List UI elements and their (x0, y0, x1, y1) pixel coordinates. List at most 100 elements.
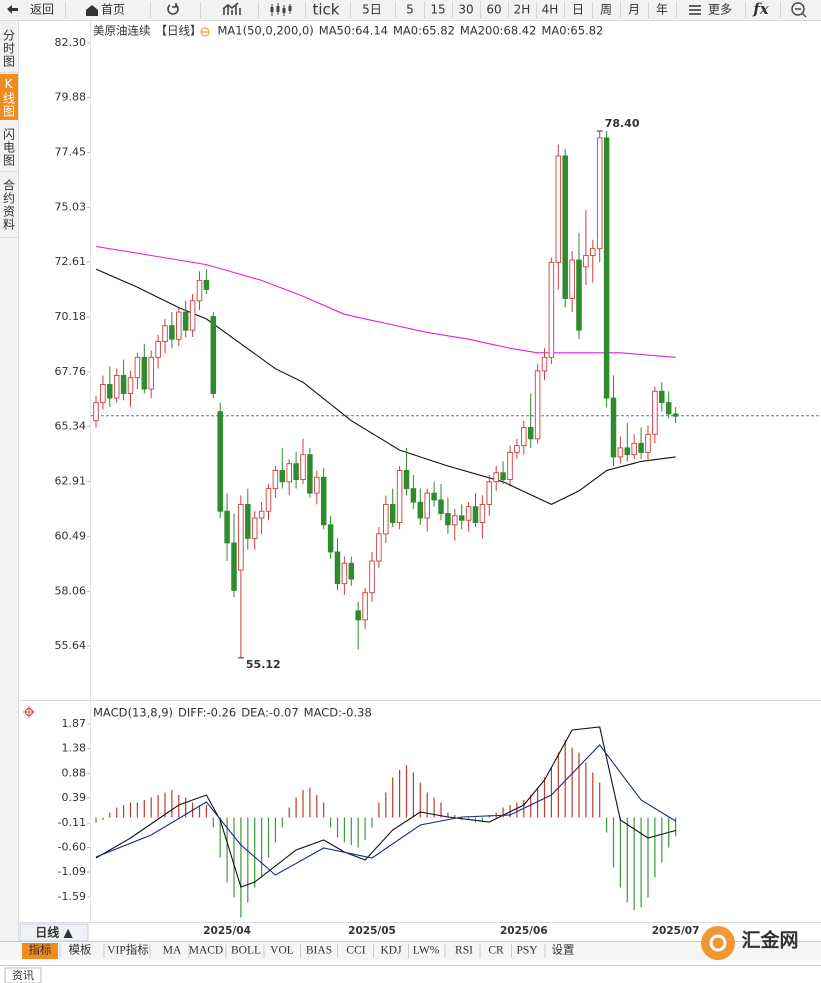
y-tick-label: 55.64 (55, 639, 87, 652)
y-tick-label: 82.30 (55, 36, 87, 49)
toolbar-button[interactable]: tick (313, 1, 340, 19)
legend-entry: DIFF:-0.26 (178, 706, 236, 720)
settings-icon[interactable] (200, 27, 210, 37)
indicator-tab[interactable]: 模板 (69, 943, 92, 957)
sidebar-tab[interactable]: 闪电图 (0, 123, 18, 172)
candle-body (665, 402, 672, 415)
candle-body (583, 255, 589, 268)
indicator-tab[interactable]: CR (488, 945, 504, 957)
y-tick-label: 75.03 (55, 200, 87, 213)
home-icon[interactable] (86, 5, 98, 16)
sidebar-tab[interactable]: K线图 (0, 74, 18, 120)
candle-body (238, 503, 244, 571)
toolbar-button[interactable]: 更多 (708, 3, 732, 17)
candle-body (224, 510, 230, 544)
indicator-line (95, 245, 676, 358)
news-tab[interactable] (4, 967, 42, 983)
candle-body (403, 470, 410, 490)
y-tick-label: 60.49 (55, 529, 87, 542)
candle-body (645, 433, 651, 453)
chart-icon[interactable] (222, 2, 241, 15)
candle-body (189, 300, 196, 331)
back-icon[interactable] (7, 5, 18, 14)
candle-body (210, 316, 217, 395)
candle-body (314, 476, 320, 494)
y-tick-label: 0.88 (62, 767, 87, 780)
toolbar-button[interactable]: 30 (458, 3, 473, 17)
y-tick-label: 65.34 (55, 420, 87, 433)
candle-body (307, 454, 313, 494)
indicator-tab[interactable]: CCI (346, 945, 365, 957)
toolbar-button[interactable]: 年 (656, 3, 668, 17)
candle-body (465, 506, 472, 521)
toolbar-button[interactable]: 月 (628, 3, 640, 17)
indicator-tab[interactable]: LW% (413, 945, 440, 957)
candle-body (162, 325, 168, 342)
candle-body (120, 374, 127, 395)
candle-body (527, 427, 534, 440)
refresh-icon[interactable] (167, 3, 179, 15)
toolbar-button[interactable]: 日 (572, 3, 584, 17)
candle-body (521, 427, 527, 447)
macd-icon[interactable] (23, 706, 35, 718)
candle-body (293, 463, 299, 480)
indicator-tab[interactable]: BIAS (306, 945, 332, 957)
indicator-tab[interactable]: PSY (516, 945, 538, 957)
candle-icon[interactable] (282, 8, 286, 13)
candle-body (555, 155, 562, 263)
indicator-tab[interactable]: VOL (270, 945, 294, 957)
candle-body (431, 492, 437, 501)
more-icon[interactable] (689, 5, 701, 15)
indicator-tab[interactable]: BOLL (231, 945, 261, 957)
y-tick-label: 1.87 (62, 717, 87, 730)
indicator-tab[interactable]: 指标 (29, 943, 52, 957)
candle-body (355, 610, 361, 621)
y-tick-label: -0.60 (58, 841, 86, 854)
toolbar-button[interactable]: 5 (406, 3, 414, 17)
candle-body (93, 402, 99, 422)
candle-body (100, 384, 106, 404)
candle-body (562, 155, 568, 299)
candle-body (134, 356, 141, 379)
candle-body (113, 374, 120, 399)
candle-body (631, 442, 637, 456)
indicator-tab[interactable]: MA (163, 945, 182, 957)
indicator-tab[interactable]: KDJ (380, 945, 402, 957)
period-selector[interactable]: 日线 ▲ (35, 925, 73, 940)
legend-entry: MA200:68.42 (460, 24, 537, 38)
sidebar-tab[interactable]: 合约资料 (0, 173, 18, 238)
toolbar-button[interactable]: 5日 (362, 3, 382, 17)
candle-body (362, 592, 368, 621)
indicator-tab[interactable]: 设置 (552, 944, 575, 957)
candle-body (141, 356, 148, 390)
toolbar-button[interactable]: 4H (542, 3, 559, 17)
legend-entry: MA0:65.82 (541, 24, 603, 38)
toolbar-button[interactable]: 2H (514, 3, 531, 17)
x-tick-label: 2025/06 (500, 925, 548, 937)
toolbar-button[interactable]: 15 (430, 3, 445, 17)
legend-entry: MA50:64.14 (319, 24, 388, 38)
toolbar-button[interactable]: 60 (486, 3, 501, 17)
indicator-tab[interactable]: VIP指标 (107, 943, 149, 957)
candle-body (279, 470, 286, 483)
candle-body (334, 551, 341, 585)
legend-entry: MA1(50,0,200,0) (218, 24, 314, 38)
candle-body (548, 261, 555, 358)
zoom-icon[interactable] (791, 2, 805, 16)
toolbar-button[interactable]: 返回 (30, 3, 54, 17)
candle-body (458, 515, 465, 521)
candle-body (472, 506, 479, 523)
candle-icon[interactable] (288, 6, 292, 11)
toolbar-button[interactable]: 周 (600, 3, 612, 17)
candle-body (231, 542, 237, 591)
indicator-tab[interactable]: RSI (455, 945, 473, 957)
candle-body (196, 279, 203, 302)
candle-icon[interactable] (270, 7, 274, 12)
indicator-tab[interactable]: MACD (189, 945, 224, 957)
candle-icon[interactable] (276, 6, 280, 12)
toolbar-button[interactable]: fx (752, 0, 769, 18)
news-tab-label[interactable]: 资讯 (12, 969, 34, 982)
zoom-icon[interactable] (795, 8, 807, 18)
toolbar-button[interactable]: 首页 (101, 3, 125, 17)
sidebar-tab[interactable]: 分时图 (0, 24, 18, 73)
